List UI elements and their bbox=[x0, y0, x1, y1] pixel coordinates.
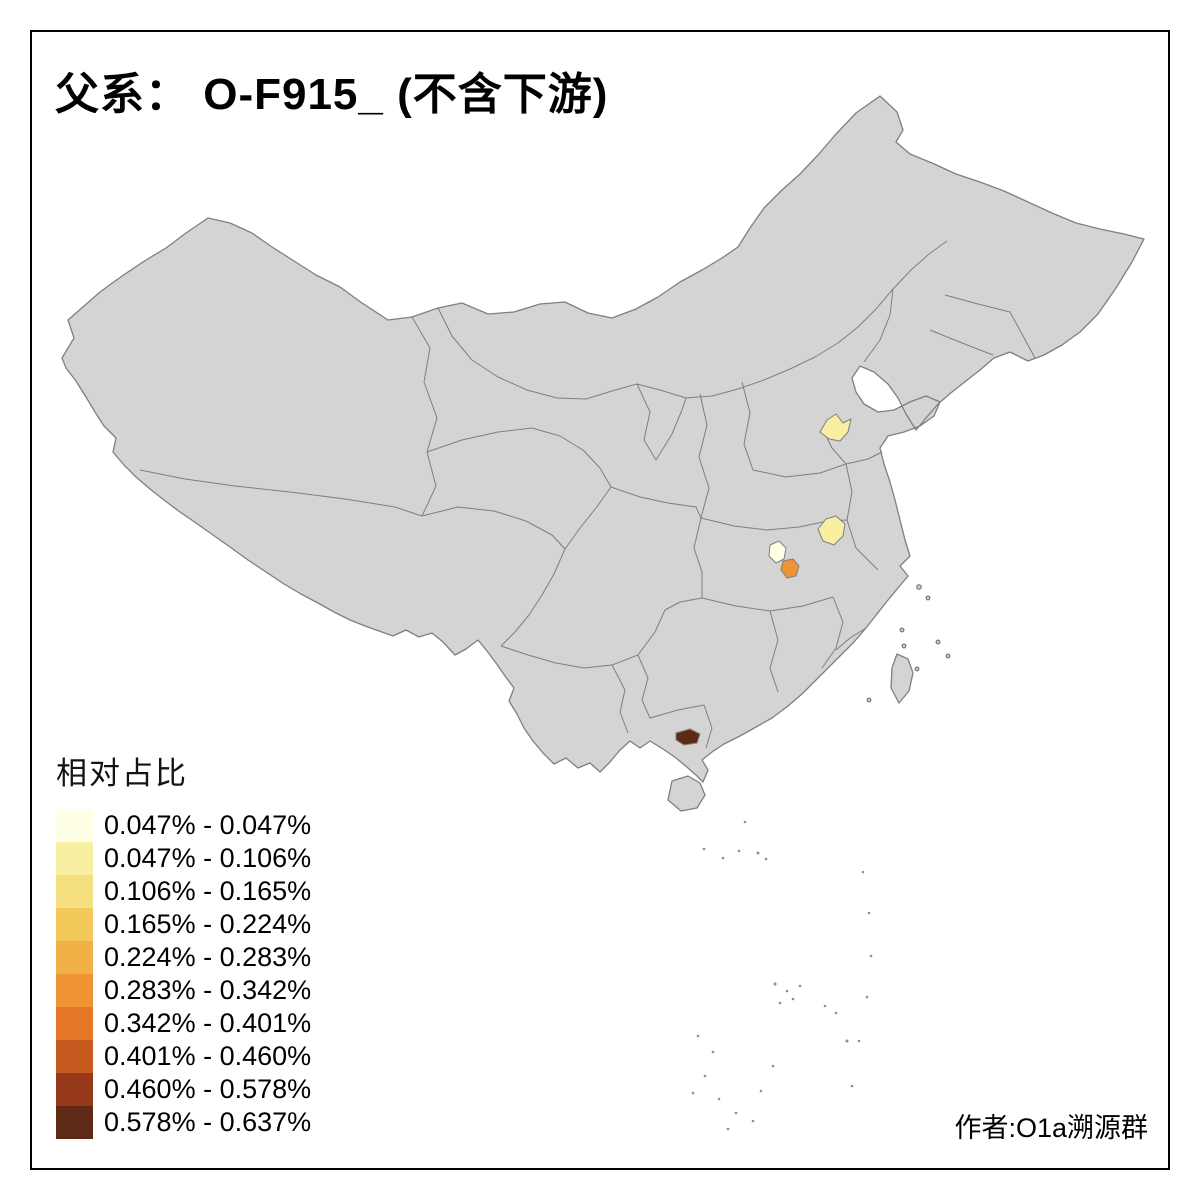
legend-swatch bbox=[56, 974, 93, 1007]
legend-item: 0.106% - 0.165% bbox=[56, 875, 311, 908]
legend-swatch bbox=[56, 842, 93, 875]
legend-item: 0.401% - 0.460% bbox=[56, 1040, 311, 1073]
legend-swatch bbox=[56, 1040, 93, 1073]
coastal-islet bbox=[945, 653, 951, 659]
legend-swatch bbox=[56, 875, 93, 908]
map-title: 父系： O-F915_ (不含下游) bbox=[55, 70, 609, 119]
mainland-outline bbox=[61, 95, 1145, 783]
legend-item: 0.047% - 0.106% bbox=[56, 842, 311, 875]
legend-swatch bbox=[56, 1106, 93, 1139]
legend: 相对占比 0.047% - 0.047% 0.047% - 0.106% 0.1… bbox=[56, 748, 311, 1139]
south-china-sea-islets bbox=[691, 820, 873, 1131]
attribution: 作者:O1a溯源群 bbox=[954, 1113, 1148, 1143]
coastal-islet bbox=[914, 666, 920, 672]
legend-label: 0.165% - 0.224% bbox=[104, 909, 312, 939]
highlight-region-huai-north bbox=[817, 515, 846, 546]
legend-label: 0.047% - 0.106% bbox=[104, 843, 312, 873]
highlight-region-south-guangxi-dark bbox=[675, 728, 701, 746]
province-borders bbox=[139, 240, 1036, 749]
legend-item: 0.047% - 0.047% bbox=[56, 809, 311, 842]
highlight-region-central-hubei-orange bbox=[780, 558, 800, 579]
coastal-islet bbox=[916, 584, 922, 590]
legend-label: 0.578% - 0.637% bbox=[104, 1107, 312, 1137]
coastal-islet bbox=[935, 639, 941, 645]
legend-swatch bbox=[56, 809, 93, 842]
legend-swatch bbox=[56, 1073, 93, 1106]
legend-swatch bbox=[56, 1007, 93, 1040]
province-border-lines bbox=[139, 240, 1036, 749]
legend-label: 0.460% - 0.578% bbox=[104, 1074, 312, 1104]
legend-label: 0.342% - 0.401% bbox=[104, 1008, 312, 1038]
legend-item: 0.283% - 0.342% bbox=[56, 974, 311, 1007]
legend-item: 0.578% - 0.637% bbox=[56, 1106, 311, 1139]
legend-rows: 0.047% - 0.047% 0.047% - 0.106% 0.106% -… bbox=[56, 809, 311, 1139]
coastal-islet bbox=[866, 697, 872, 703]
legend-label: 0.106% - 0.165% bbox=[104, 876, 312, 906]
coastal-islet bbox=[899, 627, 905, 633]
land-shapes bbox=[61, 95, 1145, 812]
coastal-islet bbox=[901, 643, 907, 649]
taiwan-island bbox=[890, 653, 914, 704]
highlight-region-west-shandong bbox=[819, 413, 852, 442]
highlight-region-central-hubei-pale bbox=[768, 540, 787, 564]
coastal-islet bbox=[925, 595, 931, 601]
legend-swatch bbox=[56, 908, 93, 941]
legend-item: 0.342% - 0.401% bbox=[56, 1007, 311, 1040]
legend-label: 0.047% - 0.047% bbox=[104, 810, 312, 840]
legend-item: 0.460% - 0.578% bbox=[56, 1073, 311, 1106]
hainan-island bbox=[667, 775, 706, 812]
legend-label: 0.401% - 0.460% bbox=[104, 1041, 312, 1071]
legend-title: 相对占比 bbox=[56, 756, 188, 791]
legend-item: 0.224% - 0.283% bbox=[56, 941, 311, 974]
legend-label: 0.283% - 0.342% bbox=[104, 975, 312, 1005]
legend-swatch bbox=[56, 941, 93, 974]
legend-item: 0.165% - 0.224% bbox=[56, 908, 311, 941]
highlight-regions bbox=[675, 413, 852, 746]
legend-label: 0.224% - 0.283% bbox=[104, 942, 312, 972]
